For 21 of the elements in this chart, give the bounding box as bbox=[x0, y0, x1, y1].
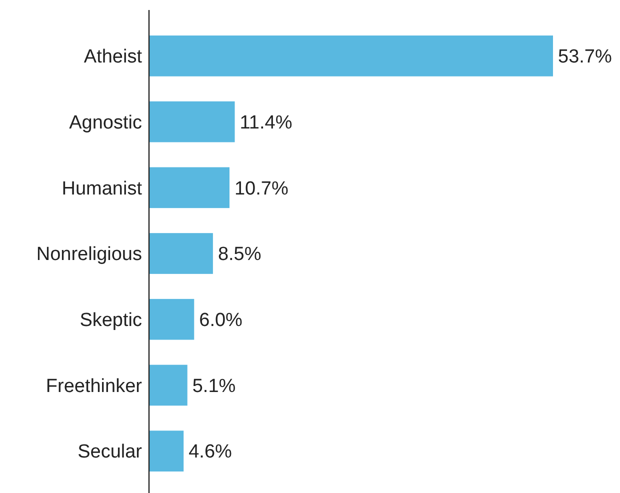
y-tick-label: Secular bbox=[78, 442, 143, 463]
data-label: 4.6% bbox=[188, 442, 232, 463]
data-label: 53.7% bbox=[558, 46, 612, 68]
bar bbox=[149, 430, 184, 472]
y-tick-label: Atheist bbox=[84, 46, 143, 68]
data-label: 8.5% bbox=[218, 244, 262, 266]
y-tick-label: Freethinker bbox=[46, 376, 143, 397]
data-label: 11.4% bbox=[240, 112, 292, 134]
y-tick-label: Humanist bbox=[62, 178, 143, 200]
bar bbox=[149, 364, 188, 406]
bar bbox=[149, 167, 230, 208]
data-label: 10.7% bbox=[234, 178, 288, 200]
y-tick-label: Agnostic bbox=[69, 112, 142, 134]
y-tick-label: Nonreligious bbox=[36, 244, 142, 266]
data-label: 5.1% bbox=[192, 376, 236, 397]
bar bbox=[149, 101, 235, 142]
bar bbox=[149, 36, 553, 76]
data-label: 6.0% bbox=[199, 310, 243, 332]
y-tick-label: Skeptic bbox=[80, 310, 142, 332]
bar bbox=[149, 233, 213, 274]
bar bbox=[149, 298, 194, 340]
